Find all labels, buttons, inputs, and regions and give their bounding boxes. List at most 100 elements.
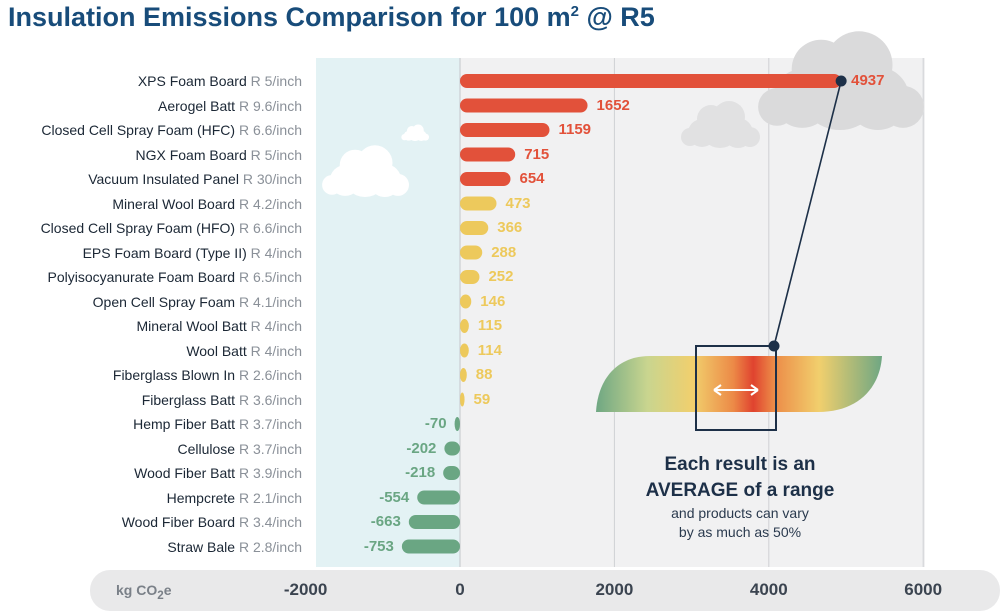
r-value: R 3.7/inch — [238, 416, 302, 432]
category-name: Closed Cell Spray Foam (HFC) — [41, 122, 239, 138]
bar — [401, 539, 460, 554]
data-label: 473 — [505, 194, 531, 212]
data-label: 715 — [524, 145, 550, 163]
r-value: R 6.6/inch — [238, 220, 302, 236]
r-value: R 2.6/inch — [238, 367, 302, 383]
data-label: 1652 — [596, 96, 630, 114]
category-label: Vacuum Insulated Panel R 30/inch — [88, 170, 302, 188]
r-value: R 30/inch — [242, 171, 302, 187]
category-name: Vacuum Insulated Panel — [88, 171, 243, 187]
data-label: -218 — [405, 464, 436, 481]
x-tick-label: 0 — [455, 580, 465, 599]
category-name: Wood Fiber Batt — [134, 465, 239, 481]
r-value: R 2.1/inch — [238, 489, 302, 506]
bar — [460, 343, 469, 358]
data-label: 252 — [488, 268, 514, 285]
data-label: 4937 — [851, 72, 885, 89]
note-line-1: Each result is an — [664, 454, 816, 475]
white-cloud-small-icon — [401, 124, 429, 141]
x-tick-label: 6000 — [904, 580, 943, 599]
category-label: Hemp Fiber Batt R 3.7/inch — [133, 415, 302, 433]
data-label: -663 — [370, 513, 401, 530]
bar — [460, 196, 497, 211]
data-label: 115 — [477, 317, 503, 334]
category-label: Aerogel Batt R 9.6/inch — [158, 97, 302, 115]
data-label: 654 — [519, 170, 545, 187]
connector-dot — [768, 340, 780, 352]
r-value: R 4.1/inch — [238, 293, 302, 310]
data-label: 114 — [477, 341, 502, 359]
chart-title: Insulation Emissions Comparison for 100 … — [8, 2, 655, 32]
range-gradient-bar — [596, 356, 882, 412]
x-tick-label: 2000 — [595, 580, 634, 599]
bar — [460, 221, 489, 235]
double-arrow-head-icon — [713, 384, 759, 396]
category-label: Hempcrete R 2.1/inch — [167, 489, 302, 507]
category-name: Closed Cell Spray Foam (HFO) — [40, 220, 239, 236]
r-value: R 4.2/inch — [238, 195, 302, 212]
r-value: R 2.8/inch — [238, 538, 302, 555]
note-line-2: AVERAGE of a range — [645, 480, 835, 501]
category-label: XPS Foam Board R 5/inch — [138, 72, 302, 90]
data-label: 288 — [491, 243, 517, 261]
category-label: Wool Batt R 4/inch — [186, 342, 302, 360]
category-name: Hempcrete — [166, 489, 239, 506]
r-value: R 3.9/inch — [238, 465, 302, 481]
r-value: R 3.7/inch — [238, 440, 302, 457]
bar — [443, 466, 460, 480]
bar — [460, 294, 472, 309]
category-name: Aerogel Batt — [158, 97, 239, 114]
bar — [460, 74, 842, 88]
category-name: Mineral Wool Board — [112, 195, 239, 212]
bar — [460, 245, 483, 260]
category-label: Closed Cell Spray Foam (HFC) R 6.6/inch — [41, 121, 302, 139]
category-name: Cellulose — [177, 440, 239, 457]
bar — [460, 270, 480, 284]
x-axis-label: kg CO2e — [116, 582, 172, 602]
category-name: EPS Foam Board (Type II) — [82, 244, 251, 261]
range-highlight-box — [695, 345, 777, 431]
category-label: Wood Fiber Board R 3.4/inch — [122, 513, 302, 531]
negative-band — [316, 58, 460, 567]
connector-line — [773, 80, 842, 347]
r-value: R 4/inch — [250, 244, 302, 261]
category-name: Fiberglass Blown In — [112, 367, 239, 383]
category-label: Wood Fiber Batt R 3.9/inch — [134, 464, 302, 482]
bar — [460, 123, 550, 137]
category-label: EPS Foam Board (Type II) R 4/inch — [83, 244, 302, 262]
data-label: -753 — [363, 537, 394, 555]
note-line-4: by as much as 50% — [678, 524, 802, 540]
category-name: NGX Foam Board — [135, 146, 251, 163]
data-label: -70 — [424, 415, 447, 432]
category-name: Wool Batt — [186, 342, 251, 359]
data-label: -554 — [379, 488, 410, 506]
category-label: NGX Foam Board R 5/inch — [135, 146, 302, 164]
category-label: Cellulose R 3.7/inch — [177, 440, 302, 458]
data-label: 366 — [497, 219, 523, 236]
r-value: R 6.6/inch — [238, 122, 302, 138]
r-value: R 3.6/inch — [238, 391, 302, 408]
data-label: 59 — [473, 390, 491, 408]
r-value: R 3.4/inch — [238, 514, 302, 530]
category-name: XPS Foam Board — [137, 73, 251, 89]
bar — [444, 441, 460, 456]
category-label: Mineral Wool Board R 4.2/inch — [112, 195, 302, 213]
category-name: Hemp Fiber Batt — [133, 416, 239, 432]
r-value: R 4/inch — [250, 318, 302, 334]
bar — [460, 319, 469, 333]
r-value: R 4/inch — [250, 342, 302, 359]
data-label: -202 — [406, 439, 437, 457]
x-tick-label: -2000 — [283, 580, 328, 599]
r-value: R 6.5/inch — [238, 269, 302, 285]
category-label: Open Cell Spray Foam R 4.1/inch — [93, 293, 302, 311]
bar — [454, 417, 460, 431]
average-range-note: Each result is an AVERAGE of a range and… — [600, 452, 880, 542]
category-name: Wood Fiber Board — [121, 514, 239, 530]
category-label: Closed Cell Spray Foam (HFO) R 6.6/inch — [41, 219, 302, 237]
category-label: Straw Bale R 2.8/inch — [167, 538, 302, 556]
bar — [417, 490, 460, 505]
bar — [460, 147, 516, 162]
category-label: Fiberglass Batt R 3.6/inch — [142, 391, 302, 409]
bar — [460, 368, 467, 382]
